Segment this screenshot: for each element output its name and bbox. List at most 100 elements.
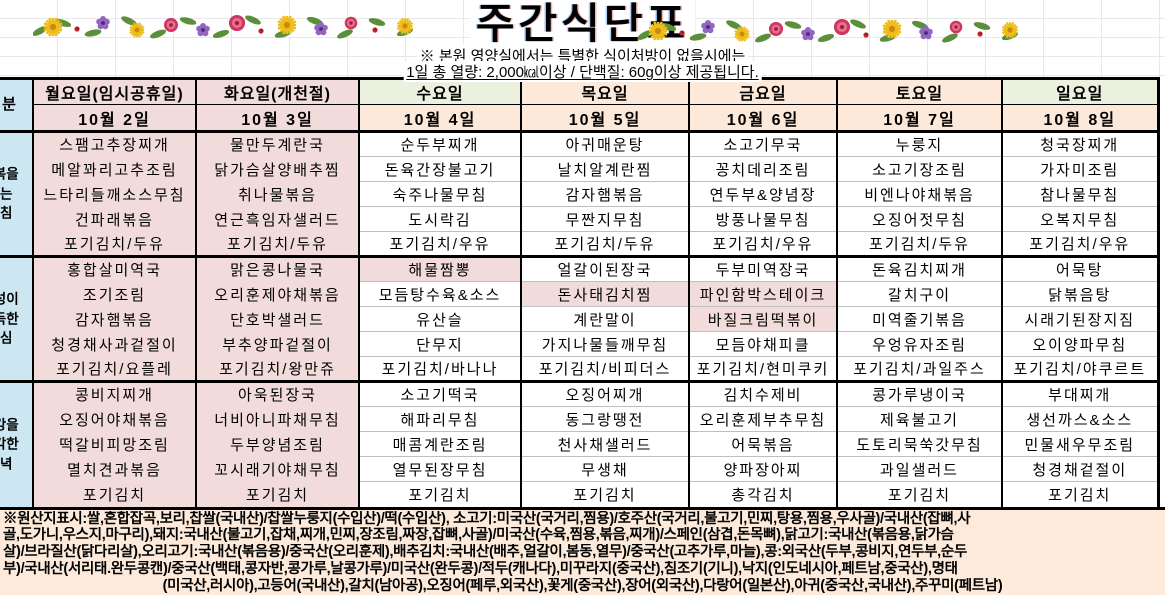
menu-cell: 갈치구이	[836, 281, 1003, 307]
menu-cell: 감자햄볶음	[520, 181, 690, 207]
day-header-fri: 금요일	[688, 78, 838, 105]
menu-cell: 돈육간장불고기	[358, 156, 522, 182]
origin-line: 살)/브라질산(닭다리살),오리고기:국내산(볶음용)/중국산(오리훈제),배추…	[3, 544, 967, 561]
menu-cell: 도토리묵쑥갓무침	[836, 431, 1003, 457]
menu-cell: 청국장찌개	[1001, 130, 1159, 157]
menu-cell: 소고기무국	[688, 130, 838, 157]
menu-cell: 날치알계란찜	[520, 156, 690, 182]
menu-cell: 아욱된장국	[195, 380, 360, 407]
menu-cell: 모듬탕수육&소스	[358, 281, 522, 307]
menu-cell: 오이양파무침	[1001, 331, 1159, 357]
menu-cell: 조기조림	[32, 281, 197, 307]
menu-cell: 연두부&양념장	[688, 181, 838, 207]
menu-cell: 총각김치	[688, 481, 838, 507]
menu-cell: 해파리무침	[358, 406, 522, 432]
origin-line: (미국산,러시아),고등어(국내산),갈치(남아공),오징어(페루,외국산),꽃…	[162, 578, 1003, 595]
menu-cell: 포기김치/우유	[358, 231, 522, 257]
menu-cell: 감자햄볶음	[32, 306, 197, 332]
menu-cell: 무생채	[520, 456, 690, 482]
menu-cell: 생선까스&소스	[1001, 406, 1159, 432]
menu-cell: 가자미조림	[1001, 156, 1159, 182]
origin-line: 부)/국내산(서리태.완두콩캔)/중국산(백태,콩자반,콩가루,날콩가루)/미국…	[3, 561, 958, 578]
menu-cell: 포기김치/두유	[32, 231, 197, 257]
menu-cell: 김치수제비	[688, 380, 838, 407]
menu-cell: 홍합살미역국	[32, 255, 197, 282]
menu-cell: 오복지무침	[1001, 206, 1159, 232]
day-header-thu: 목요일	[520, 78, 690, 105]
menu-cell: 두부양념조림	[195, 431, 360, 457]
menu-cell: 메알꽈리고추조림	[32, 156, 197, 182]
menu-cell: 바질크림떡볶이	[688, 306, 838, 332]
corner-label: 구 분	[2, 96, 16, 114]
menu-cell: 닭볶음탕	[1001, 281, 1159, 307]
menu-cell: 소고기떡국	[358, 380, 522, 407]
menu-cell: 해물짬뽕	[358, 255, 522, 282]
notice-line-2: 1일 총 열량: 2,000㎉이상 / 단백질: 60g이상 제공됩니다.	[403, 61, 762, 82]
corner-cell: 구 분	[0, 78, 34, 133]
menu-cell: 오징어젓무침	[836, 206, 1003, 232]
menu-cell: 순두부찌개	[358, 130, 522, 157]
date-cell: 10월 3일	[195, 104, 360, 133]
menu-cell: 떡갈비피망조림	[32, 431, 197, 457]
menu-cell: 단호박샐러드	[195, 306, 360, 332]
menu-cell: 비엔나야채볶음	[836, 181, 1003, 207]
date-cell: 10월 4일	[358, 104, 522, 133]
day-header-mon: 월요일(임시공휴일)	[32, 78, 197, 105]
menu-cell: 포기김치	[1001, 481, 1159, 507]
menu-cell: 청경채겉절이	[1001, 456, 1159, 482]
menu-cell: 오징어찌개	[520, 380, 690, 407]
menu-cell: 양파장아찌	[688, 456, 838, 482]
menu-cell: 포기김치/비피더스	[520, 356, 690, 382]
menu-cell: 과일샐러드	[836, 456, 1003, 482]
menu-cell: 어묵탕	[1001, 255, 1159, 282]
menu-cell: 포기김치/우유	[688, 231, 838, 257]
menu-cell: 어묵볶음	[688, 431, 838, 457]
menu-cell: 시래기된장지짐	[1001, 306, 1159, 332]
menu-cell: 느타리들깨소스무침	[32, 181, 197, 207]
origin-line: ※원산지표시:쌀,혼합잡곡,보리,찹쌀(국내산)/찹쌀누룽지(수입산)/떡(수입…	[3, 510, 971, 527]
day-header-sat: 토요일	[836, 78, 1003, 105]
menu-cell: 너비아니파채무침	[195, 406, 360, 432]
menu-cell: 포기김치	[195, 481, 360, 507]
menu-cell: 오징어야채볶음	[32, 406, 197, 432]
menu-cell: 미역줄기볶음	[836, 306, 1003, 332]
section-label-lunch: 정성이 가득한 점심	[0, 255, 34, 382]
menu-cell: 소고기장조림	[836, 156, 1003, 182]
menu-cell: 맑은콩나물국	[195, 255, 360, 282]
menu-cell: 포기김치/바나나	[358, 356, 522, 382]
date-cell: 10월 8일	[1001, 104, 1159, 133]
menu-cell: 참나물무침	[1001, 181, 1159, 207]
menu-cell: 계란말이	[520, 306, 690, 332]
section-label-breakfast: 행복을 여는 아침	[0, 130, 34, 257]
menu-cell: 우엉유자조림	[836, 331, 1003, 357]
menu-cell: 두부미역장국	[688, 255, 838, 282]
menu-cell: 무짠지무침	[520, 206, 690, 232]
menu-cell: 돈육김치찌개	[836, 255, 1003, 282]
menu-cell: 콩가루냉이국	[836, 380, 1003, 407]
menu-cell: 꽁치데리조림	[688, 156, 838, 182]
menu-cell: 단무지	[358, 331, 522, 357]
menu-cell: 스팸고추장찌개	[32, 130, 197, 157]
menu-cell: 포기김치/우유	[1001, 231, 1159, 257]
menu-cell: 꼬시래기야채무침	[195, 456, 360, 482]
menu-cell: 포기김치/현미쿠키	[688, 356, 838, 382]
menu-cell: 포기김치/왕만쥬	[195, 356, 360, 382]
day-header-tue: 화요일(개천절)	[195, 78, 360, 105]
menu-cell: 돈사태김치찜	[520, 281, 690, 307]
menu-cell: 유산슬	[358, 306, 522, 332]
menu-cell: 포기김치	[520, 481, 690, 507]
day-header-wed: 수요일	[358, 78, 522, 105]
menu-cell: 오리훈제부추무침	[688, 406, 838, 432]
menu-cell: 얼갈이된장국	[520, 255, 690, 282]
menu-cell: 포기김치/두유	[836, 231, 1003, 257]
menu-cell: 포기김치/야쿠르트	[1001, 356, 1159, 382]
menu-cell: 매콤계란조림	[358, 431, 522, 457]
menu-cell: 연근흑임자샐러드	[195, 206, 360, 232]
menu-cell: 동그랑땡전	[520, 406, 690, 432]
menu-cell: 부대찌개	[1001, 380, 1159, 407]
menu-cell: 포기김치/요플레	[32, 356, 197, 382]
flower-garland-left	[33, 9, 425, 47]
menu-cell: 청경채사과겉절이	[32, 331, 197, 357]
menu-cell: 포기김치	[836, 481, 1003, 507]
